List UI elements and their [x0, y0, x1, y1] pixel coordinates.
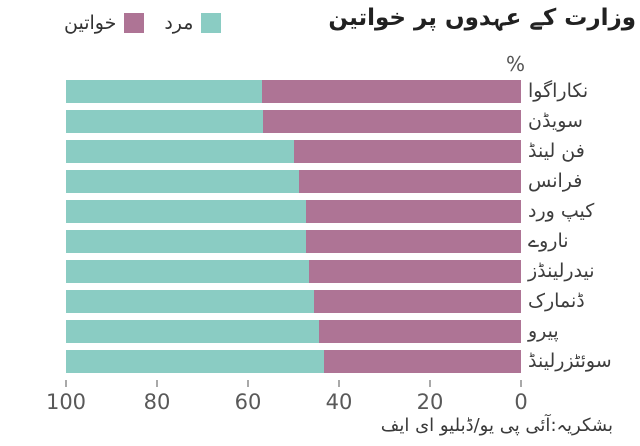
bar-row: کیپ ورد: [66, 200, 594, 223]
x-tick-mark: [429, 380, 431, 387]
legend-swatch-women: [124, 13, 145, 33]
women-segment: [314, 290, 521, 313]
women-segment: [318, 320, 521, 343]
women-segment: [262, 110, 521, 133]
men-segment: [66, 80, 262, 103]
men-segment: [66, 320, 319, 343]
x-tick-mark: [247, 380, 249, 387]
women-segment: [261, 80, 521, 103]
stacked-bar: [66, 80, 521, 103]
country-label: ناروے: [528, 230, 569, 252]
stacked-bar: [66, 140, 521, 163]
men-segment: [66, 290, 315, 313]
country-label: کیپ ورد: [528, 200, 595, 222]
country-label: سوئٹزرلینڈ: [528, 350, 612, 372]
men-segment: [66, 140, 294, 163]
x-tick-mark: [520, 380, 522, 387]
legend-label-men: مرد: [164, 12, 194, 34]
x-tick-label: 40: [325, 390, 353, 414]
stacked-bar: [66, 320, 521, 343]
bar-row: ڈنمارک: [66, 290, 585, 313]
country-label: فرانس: [528, 170, 583, 192]
men-segment: [66, 350, 324, 373]
men-segment: [66, 170, 299, 193]
women-segment: [298, 170, 521, 193]
bar-row: فرانس: [66, 170, 582, 193]
bar-row: نکاراگوا: [66, 80, 588, 103]
x-tick-mark: [338, 380, 340, 387]
country-label: نیدرلینڈز: [528, 260, 595, 282]
stacked-bar: [66, 230, 521, 253]
stacked-bar: [66, 290, 521, 313]
x-axis-ticks: [65, 380, 522, 387]
country-label: پیرو: [528, 320, 559, 342]
men-segment: [66, 230, 307, 253]
country-label: فن لینڈ: [528, 140, 585, 162]
men-segment: [66, 110, 263, 133]
women-segment: [324, 350, 521, 373]
x-tick-label: 100: [45, 390, 87, 414]
x-tick-label: 20: [416, 390, 444, 414]
x-tick-mark: [156, 380, 158, 387]
women-segment: [305, 200, 521, 223]
women-segment: [306, 230, 521, 253]
stacked-bar: [66, 200, 521, 223]
legend-label-women: خواتین: [64, 12, 117, 34]
country-label: نکاراگوا: [528, 80, 589, 102]
women-segment: [293, 140, 521, 163]
country-label: سویڈن: [528, 110, 583, 132]
percent-axis-unit: %: [505, 52, 525, 76]
source-credit: بشکریہ:آئی پی یو/ڈبلیو ای ایف: [380, 415, 613, 436]
bar-row: سویڈن: [66, 110, 583, 133]
legend-item-men: مرد: [164, 12, 222, 34]
stacked-bar: [66, 350, 521, 373]
x-tick-mark: [65, 380, 67, 387]
legend-item-women: خواتین: [64, 12, 145, 34]
legend-swatch-men: [201, 13, 222, 33]
chart-title: وزارت کے عہدوں پر خواتین: [328, 5, 636, 31]
men-segment: [66, 200, 306, 223]
x-axis-tick-labels: 100 80 60 40 20 0: [46, 390, 528, 414]
bar-row: پیرو: [66, 320, 559, 343]
stacked-bar: [66, 110, 521, 133]
legend: خواتین مرد: [64, 12, 222, 34]
men-segment: [66, 260, 309, 283]
bar-row: ناروے: [66, 230, 569, 253]
women-segment: [308, 260, 521, 283]
bar-row: سوئٹزرلینڈ: [66, 350, 612, 373]
x-tick-label: 0: [514, 390, 528, 414]
x-tick-label: 80: [143, 390, 171, 414]
x-tick-label: 60: [234, 390, 262, 414]
bar-plot: نکاراگوا سویڈن فن لینڈ فرانس کیپ ورد ناروے نید…: [66, 80, 612, 380]
stacked-bar: [66, 170, 521, 193]
bar-row: نیدرلینڈز: [66, 260, 595, 283]
stacked-bar: [66, 260, 521, 283]
country-label: ڈنمارک: [528, 290, 585, 312]
bar-row: فن لینڈ: [66, 140, 585, 163]
